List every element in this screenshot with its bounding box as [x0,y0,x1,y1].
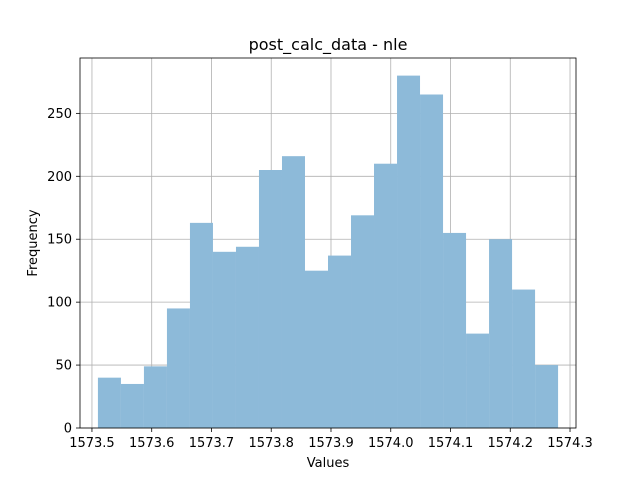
histogram-bar [535,365,559,428]
x-tick-label: 1573.6 [129,436,175,451]
histogram-bar [97,377,121,428]
x-tick-label: 1574.3 [547,436,593,451]
histogram-bar [120,383,144,428]
histogram-bar [328,255,352,428]
y-tick-label: 250 [47,107,72,122]
x-tick-label: 1573.9 [308,436,354,451]
histogram-bar [443,232,467,428]
histogram-bar [212,251,236,428]
y-tick-label: 0 [64,422,72,437]
y-tick-label: 150 [47,233,72,248]
histogram-bar [258,170,282,428]
x-tick-label: 1573.7 [189,436,235,451]
x-tick-label: 1573.8 [248,436,294,451]
y-tick-label: 50 [55,359,72,374]
x-tick-label: 1574.0 [368,436,414,451]
histogram-bar [397,75,421,428]
histogram-bars [97,75,559,429]
chart-title: post_calc_data - nle [249,35,408,55]
histogram-bar [235,246,259,428]
x-tick-label: 1573.5 [69,436,115,451]
x-tick-label: 1574.1 [428,436,474,451]
histogram-bar [304,270,328,428]
histogram-bar [466,333,490,428]
y-tick-label: 200 [47,170,72,185]
histogram-bar [512,289,536,428]
histogram-bar [189,222,213,428]
histogram-bar [420,94,444,429]
y-tick-label: 100 [47,296,72,311]
histogram-bar [489,239,513,428]
histogram-bar [166,308,190,428]
plot-frame [79,57,577,429]
x-axis-label: Values [307,456,350,471]
x-tick-label: 1574.2 [488,436,534,451]
y-axis-label: Frequency [26,209,41,276]
axis-ticks: 1573.5 1573.6 1573.7 1573.8 1573.9 1574.0 1574… [47,107,593,451]
histogram-bar [143,366,167,428]
histogram-bar [374,163,398,428]
histogram-bar [281,156,305,428]
histogram-bar [351,215,375,428]
